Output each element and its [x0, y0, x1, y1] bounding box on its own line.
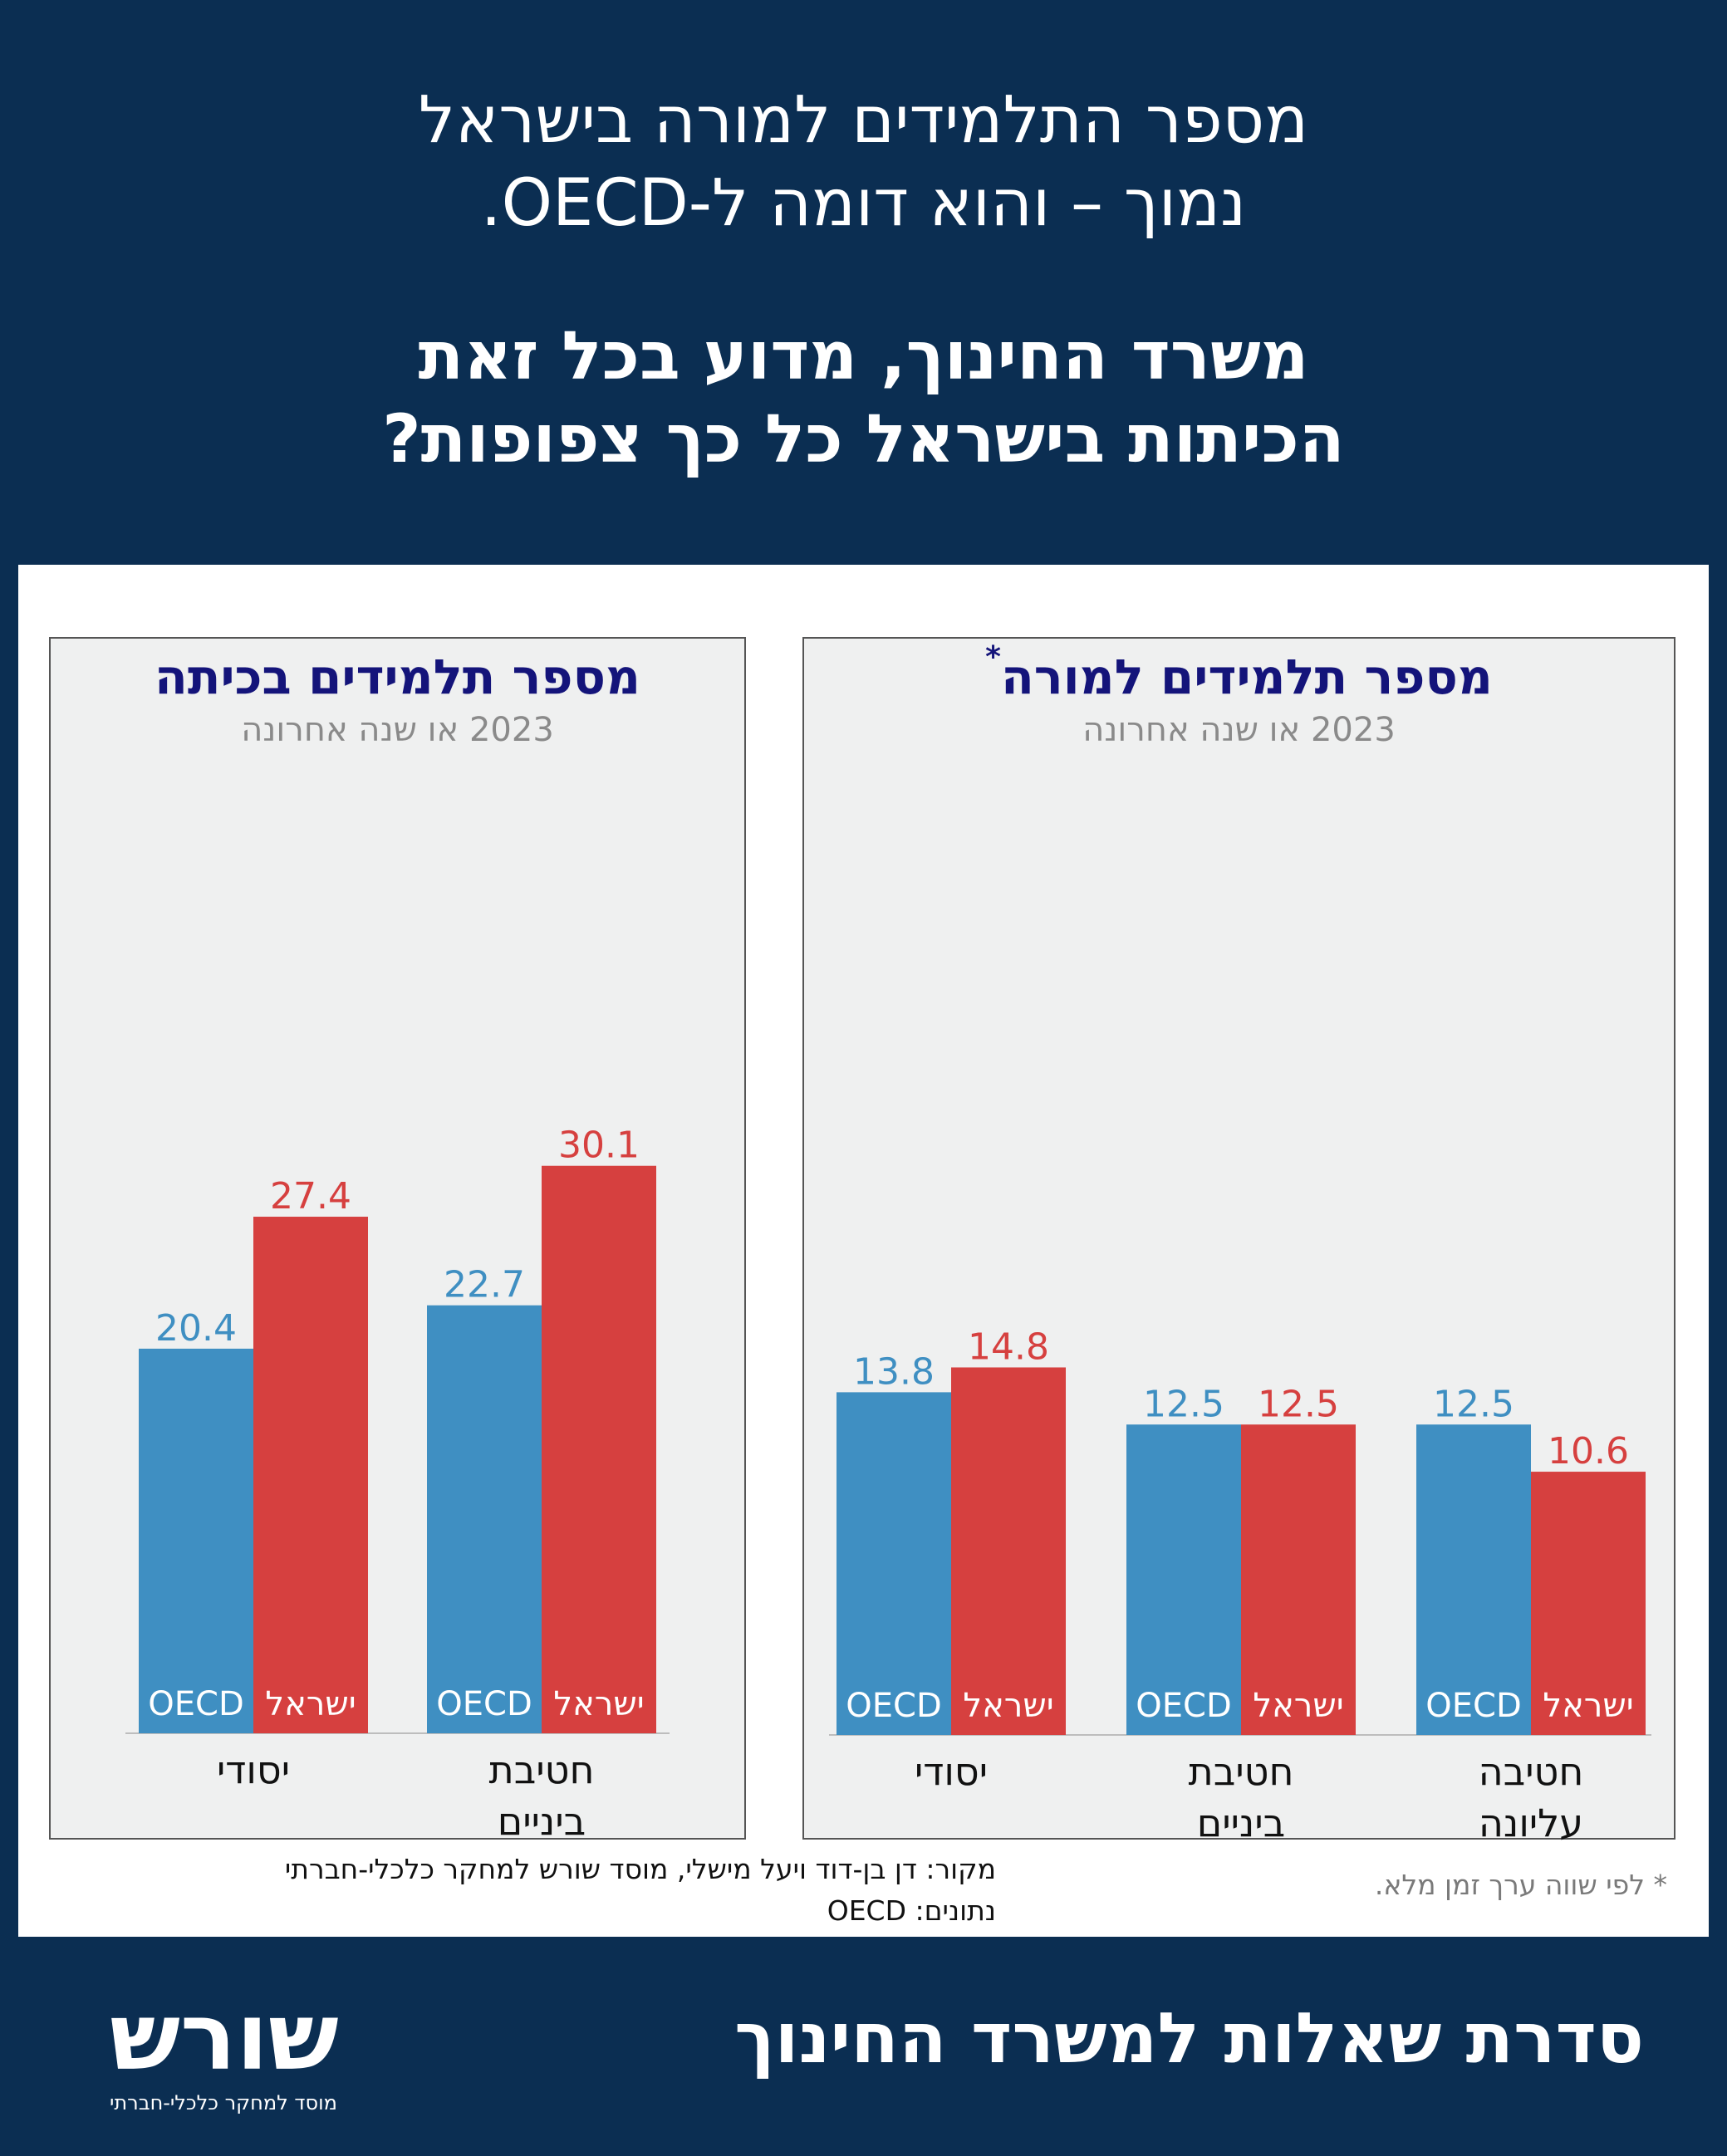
chart-title-text: מספר תלמידים למורה — [1000, 649, 1493, 705]
chart-students-per-class: מספר תלמידים בכיתה 2023 או שנה אחרונה 20… — [49, 637, 746, 1841]
category-label: חטיבה — [1479, 1749, 1584, 1794]
bar-plot: 20.4 OECD 27.4 ישראל יסודי 22.7 OECD 30.1 ישראל ח… — [125, 1125, 670, 1841]
bar-oecd — [837, 1392, 951, 1735]
chart-students-per-teacher: מספר תלמידים למורה* 2023 או שנה אחרונה 1… — [802, 637, 1675, 1841]
chart-subtitle: 2023 או שנה אחרונה — [241, 711, 554, 749]
category-label: ביניים — [498, 1799, 586, 1841]
series-label: OECD — [148, 1685, 244, 1723]
data-label: 20.4 — [155, 1307, 237, 1350]
category-label: יסודי — [915, 1749, 988, 1794]
chart-title: מספר תלמידים בכיתה — [155, 649, 640, 705]
data-label: 12.5 — [1143, 1383, 1224, 1425]
category-label: ביניים — [1197, 1801, 1285, 1841]
bar-israel — [542, 1165, 656, 1733]
header: מספר התלמידים למורה בישראל נמוך – והוא ד… — [0, 0, 1727, 565]
bar-plot: 13.8 OECD 14.8 ישראל יסודי 12.5 OECD 12.5 ישראל ח… — [829, 1325, 1651, 1841]
data-label: 12.5 — [1258, 1383, 1339, 1425]
footnote-mark: * — [985, 640, 1001, 674]
source-line: מקור: דן בן-דוד ויעל מישלי, מוסד שורש למ… — [284, 1853, 996, 1885]
bar-israel — [1531, 1472, 1646, 1735]
logo-tagline: מוסד למחקר כלכלי-חברתי — [110, 2091, 337, 2114]
bar-oecd — [139, 1348, 253, 1733]
series-label: OECD — [436, 1685, 532, 1723]
bar-israel — [253, 1217, 368, 1733]
series-label: ישראל — [265, 1685, 356, 1723]
data-label: 14.8 — [968, 1325, 1049, 1368]
series-label: ישראל — [1253, 1687, 1343, 1725]
chart-title: מספר תלמידים למורה* — [804, 640, 1674, 705]
data-label: 13.8 — [853, 1350, 935, 1393]
question-line-2: הכיתות בישראל כל כך צפופות? — [382, 400, 1345, 478]
series-label: OECD — [846, 1687, 942, 1725]
series-label: ישראל — [1543, 1687, 1633, 1725]
bar-israel — [1241, 1424, 1356, 1735]
source-note: מקור: דן בן-דוד ויעל מישלי, מוסד שורש למ… — [285, 1849, 996, 1932]
headline-line-2: נמוך – והוא דומה ל-OECD. — [480, 166, 1247, 241]
logo: שורש — [110, 1983, 339, 2091]
data-line: נתונים: OECD — [827, 1894, 996, 1927]
bar-israel — [951, 1367, 1066, 1735]
question-line-1: משרד החינוך, מדוע בכל זאת — [418, 317, 1309, 394]
bar-oecd — [1416, 1424, 1531, 1735]
footnote: * לפי שווה ערך זמן מלא. — [1374, 1869, 1667, 1901]
data-label: 30.1 — [558, 1125, 640, 1167]
series-label: OECD — [1425, 1687, 1522, 1725]
data-label: 22.7 — [444, 1264, 525, 1306]
category-label: עליונה — [1479, 1801, 1583, 1841]
series-label: ישראל — [963, 1687, 1053, 1725]
bar-oecd — [1126, 1424, 1241, 1735]
headline-line-1: מספר התלמידים למורה בישראל — [418, 83, 1309, 158]
data-label: 10.6 — [1548, 1430, 1629, 1472]
data-label: 27.4 — [270, 1175, 351, 1218]
chart-subtitle: 2023 או שנה אחרונה — [1082, 711, 1396, 749]
category-label: חטיבת — [1189, 1749, 1294, 1794]
series-label: OECD — [1136, 1687, 1232, 1725]
series-label: ישראל — [553, 1685, 644, 1723]
category-label: חטיבת — [489, 1747, 595, 1792]
series-title: סדרת שאלות למשרד החינוך — [734, 1997, 1644, 2079]
category-label: יסודי — [217, 1747, 290, 1792]
data-label: 12.5 — [1433, 1383, 1514, 1425]
bar-oecd — [427, 1305, 542, 1733]
